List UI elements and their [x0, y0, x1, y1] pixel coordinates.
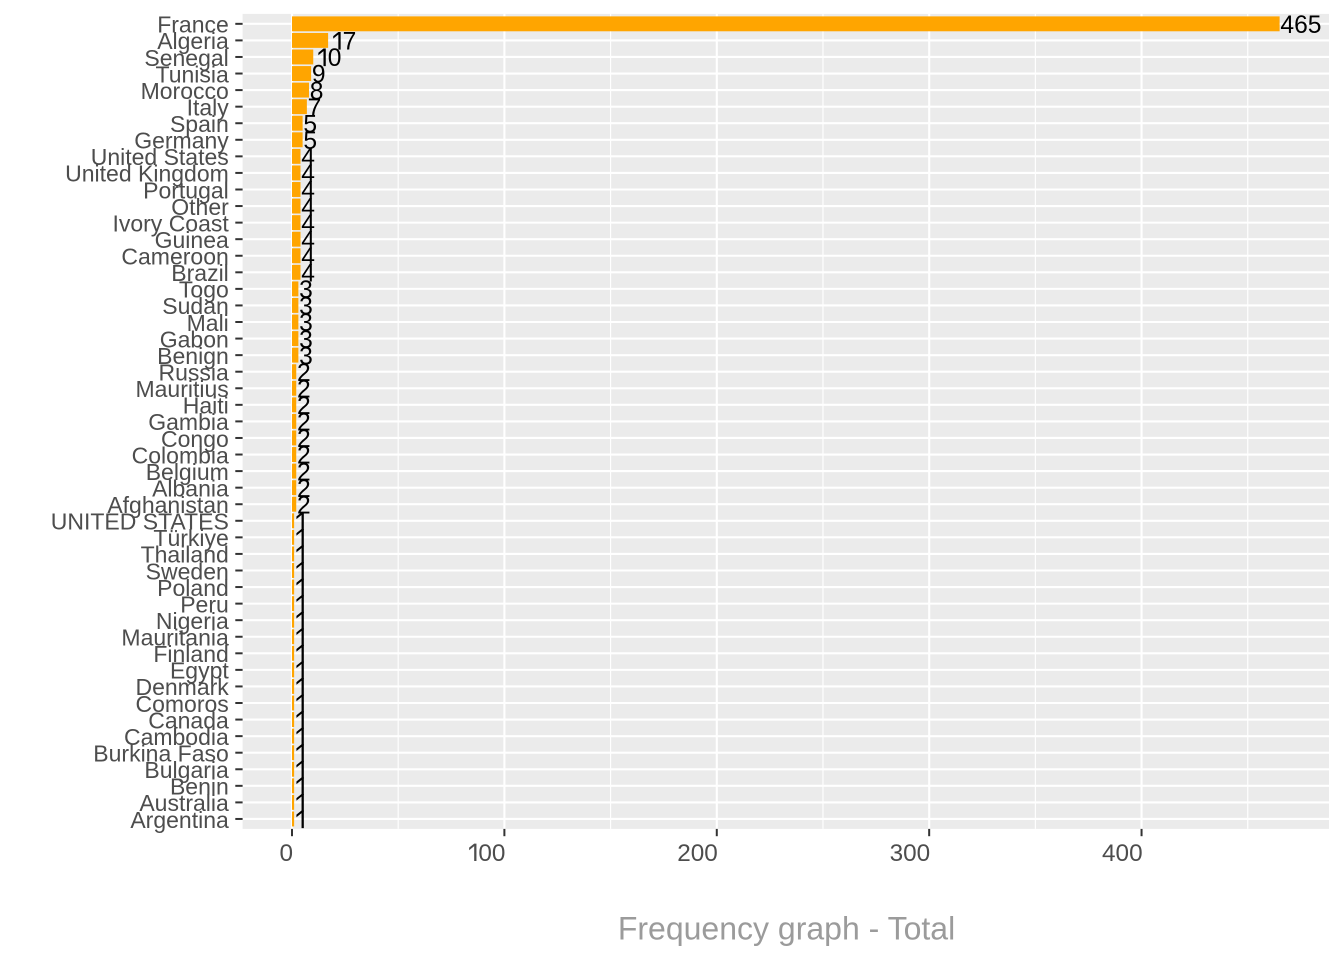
- svg-text:Finland: Finland: [153, 641, 228, 667]
- svg-text:Benign: Benign: [157, 343, 229, 369]
- svg-text:Frequency graph - Total: Frequency graph - Total: [618, 910, 955, 946]
- svg-text:2: 2: [297, 492, 311, 519]
- svg-text:Cameroon: Cameroon: [121, 244, 228, 270]
- svg-text:Guinea: Guinea: [155, 227, 229, 253]
- svg-text:United Kingdom: United Kingdom: [65, 161, 229, 187]
- svg-text:Germany: Germany: [134, 128, 229, 154]
- svg-text:Gambia: Gambia: [148, 409, 229, 435]
- svg-text:Tunisia: Tunisia: [156, 61, 229, 87]
- svg-text:3: 3: [299, 294, 313, 321]
- svg-text:7: 7: [343, 29, 357, 56]
- svg-text:Belgium: Belgium: [146, 459, 229, 485]
- svg-text:Albania: Albania: [152, 475, 229, 501]
- svg-text:Morocco: Morocco: [141, 78, 229, 104]
- svg-text:0: 0: [328, 45, 342, 72]
- svg-text:8: 8: [310, 78, 324, 105]
- svg-text:Colombia: Colombia: [132, 442, 229, 468]
- svg-text:2: 2: [297, 459, 311, 486]
- svg-text:Bulgaria: Bulgaria: [144, 757, 229, 783]
- svg-text:Comoros: Comoros: [135, 691, 228, 717]
- svg-text:3: 3: [299, 343, 313, 370]
- svg-text:Other: Other: [171, 194, 229, 220]
- svg-text:2: 2: [297, 410, 311, 437]
- svg-text:4: 4: [301, 194, 315, 221]
- svg-text:4: 4: [301, 161, 315, 188]
- svg-text:Thailand: Thailand: [141, 542, 229, 568]
- svg-text:Benin: Benin: [170, 774, 229, 800]
- svg-text:5: 5: [303, 111, 317, 138]
- svg-text:2: 2: [297, 443, 311, 470]
- svg-text:400: 400: [1102, 840, 1143, 867]
- svg-text:Mauritania: Mauritania: [121, 625, 229, 651]
- svg-text:4: 4: [301, 227, 315, 254]
- svg-text:0: 0: [279, 840, 293, 867]
- svg-text:Portugal: Portugal: [143, 177, 229, 203]
- svg-text:Italy: Italy: [187, 94, 230, 120]
- svg-text:Australia: Australia: [139, 790, 229, 816]
- svg-text:9: 9: [312, 62, 326, 89]
- svg-text:Afghanistan: Afghanistan: [107, 492, 228, 518]
- svg-text:Sudan: Sudan: [162, 293, 229, 319]
- svg-text:United States: United States: [91, 144, 229, 170]
- svg-text:Ivory Coast: Ivory Coast: [112, 210, 229, 236]
- svg-text:Peru: Peru: [180, 591, 229, 617]
- svg-text:Nigeria: Nigeria: [156, 608, 229, 634]
- svg-text:465: 465: [1280, 12, 1321, 39]
- svg-text:Togo: Togo: [179, 277, 229, 303]
- svg-text:3: 3: [299, 310, 313, 337]
- svg-text:Mali: Mali: [187, 310, 229, 336]
- svg-text:Algeria: Algeria: [157, 28, 229, 54]
- svg-text:Poland: Poland: [157, 575, 229, 601]
- svg-text:Gabon: Gabon: [160, 326, 229, 352]
- svg-text:Senegal: Senegal: [144, 45, 228, 71]
- svg-text:2: 2: [297, 426, 311, 453]
- svg-text:2: 2: [297, 376, 311, 403]
- svg-text:Haiti: Haiti: [183, 393, 229, 419]
- svg-text:7: 7: [308, 95, 322, 122]
- svg-text:Russia: Russia: [158, 360, 229, 386]
- svg-text:200: 200: [677, 840, 718, 867]
- svg-text:Congo: Congo: [161, 426, 229, 452]
- svg-text:Egypt: Egypt: [170, 658, 229, 684]
- svg-text:300: 300: [890, 840, 931, 867]
- svg-text:4: 4: [301, 178, 315, 205]
- svg-text:4: 4: [301, 261, 315, 288]
- svg-text:3: 3: [299, 277, 313, 304]
- svg-text:Argentina: Argentina: [130, 807, 229, 833]
- svg-text:Sweden: Sweden: [146, 558, 229, 584]
- svg-text:Canada: Canada: [148, 707, 229, 733]
- svg-text:Cambodia: Cambodia: [124, 724, 229, 750]
- svg-text:4: 4: [301, 244, 315, 271]
- svg-text:5: 5: [303, 128, 317, 155]
- svg-text:2: 2: [297, 476, 311, 503]
- svg-text:Denmark: Denmark: [135, 674, 229, 700]
- svg-text:2: 2: [297, 393, 311, 420]
- svg-text:4: 4: [301, 211, 315, 238]
- svg-text:Spain: Spain: [170, 111, 229, 137]
- svg-text:Türkiye: Türkiye: [153, 525, 228, 551]
- svg-text:Brazil: Brazil: [171, 260, 229, 286]
- svg-text:France: France: [157, 12, 229, 38]
- svg-text:4: 4: [301, 145, 315, 172]
- svg-text:UNITED STATES: UNITED STATES: [51, 509, 229, 535]
- svg-text:2: 2: [297, 360, 311, 387]
- svg-text:Burkina Faso: Burkina Faso: [93, 741, 229, 767]
- svg-text:00: 00: [478, 840, 505, 867]
- svg-text:3: 3: [299, 327, 313, 354]
- svg-text:Mauritius: Mauritius: [135, 376, 228, 402]
